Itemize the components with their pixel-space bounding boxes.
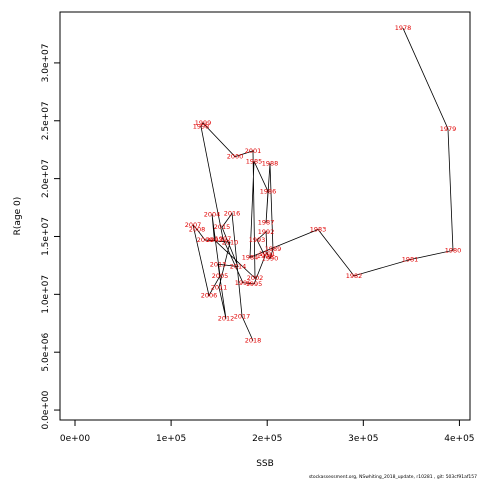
point-label: 1988 (262, 160, 279, 168)
point-label: 1978 (395, 24, 412, 32)
point-label: 1986 (260, 187, 277, 195)
point-label: 1991 (259, 250, 276, 258)
point-label: 1994 (257, 252, 274, 260)
point-label: 1993 (249, 236, 266, 244)
point-label: 1998 (193, 123, 210, 131)
footer: stockassessment.org, NSwhiting_2018_upda… (309, 474, 477, 480)
point-label: 2017 (234, 312, 251, 320)
point-label: 1997 (215, 235, 232, 243)
y-tick-label: 1.5e+07 (41, 217, 51, 256)
point-label: 2009 (197, 236, 214, 244)
point-label: 1999 (195, 119, 212, 127)
y-tick-label: 0.0e+00 (41, 390, 51, 429)
y-tick-label: 2.0e+07 (41, 159, 51, 198)
point-label: 2008 (189, 226, 206, 234)
point-label: 2018 (245, 337, 262, 345)
point-label: 2012 (218, 315, 235, 323)
x-tick-label: 0e+00 (60, 434, 91, 444)
x-axis-label: SSB (256, 459, 274, 469)
point-label: 1992 (258, 228, 275, 236)
point-label: 1983 (310, 226, 327, 234)
point-label: 1990 (262, 254, 279, 262)
y-tick-label: 3.0e+07 (41, 43, 51, 82)
point-label: 1981 (402, 256, 419, 264)
point-label: 2003 (206, 236, 223, 244)
point-label: 2004 (204, 210, 221, 218)
point-label: 2006 (201, 291, 218, 299)
y-axis-label: R(age 0) (13, 197, 23, 236)
trajectory-line (192, 28, 454, 341)
point-label: 2014 (230, 263, 247, 271)
y-tick-label: 5.0e+06 (41, 332, 51, 371)
x-tick-label: 1e+05 (156, 434, 186, 444)
point-label: 2016 (224, 209, 241, 217)
x-tick-label: 4e+05 (444, 434, 474, 444)
x-tick-label: 3e+05 (348, 434, 378, 444)
point-label: 2010 (222, 238, 239, 246)
plot-frame (59, 11, 471, 421)
point-label: 1987 (258, 219, 275, 227)
point-label: 1982 (346, 272, 363, 280)
point-label: 1979 (440, 125, 457, 133)
point-label: 1995 (246, 280, 263, 288)
point-label: 1980 (445, 246, 462, 254)
y-tick-label: 1.0e+07 (41, 275, 51, 314)
point-label: 1989 (265, 245, 282, 253)
x-tick-label: 2e+05 (252, 434, 282, 444)
point-label: 1984 (242, 253, 259, 261)
point-label: 2011 (211, 283, 228, 291)
point-label: 2013 (210, 260, 227, 268)
point-label: 2002 (247, 274, 264, 282)
point-label: 2007 (185, 221, 202, 229)
point-label: 2001 (245, 147, 262, 155)
point-label: 2015 (214, 223, 231, 231)
point-label: 1985 (246, 157, 263, 165)
point-label: 2005 (212, 272, 229, 280)
point-label: 2000 (227, 153, 244, 161)
y-tick-label: 2.5e+07 (41, 101, 51, 140)
point-label: 1996 (235, 279, 252, 287)
